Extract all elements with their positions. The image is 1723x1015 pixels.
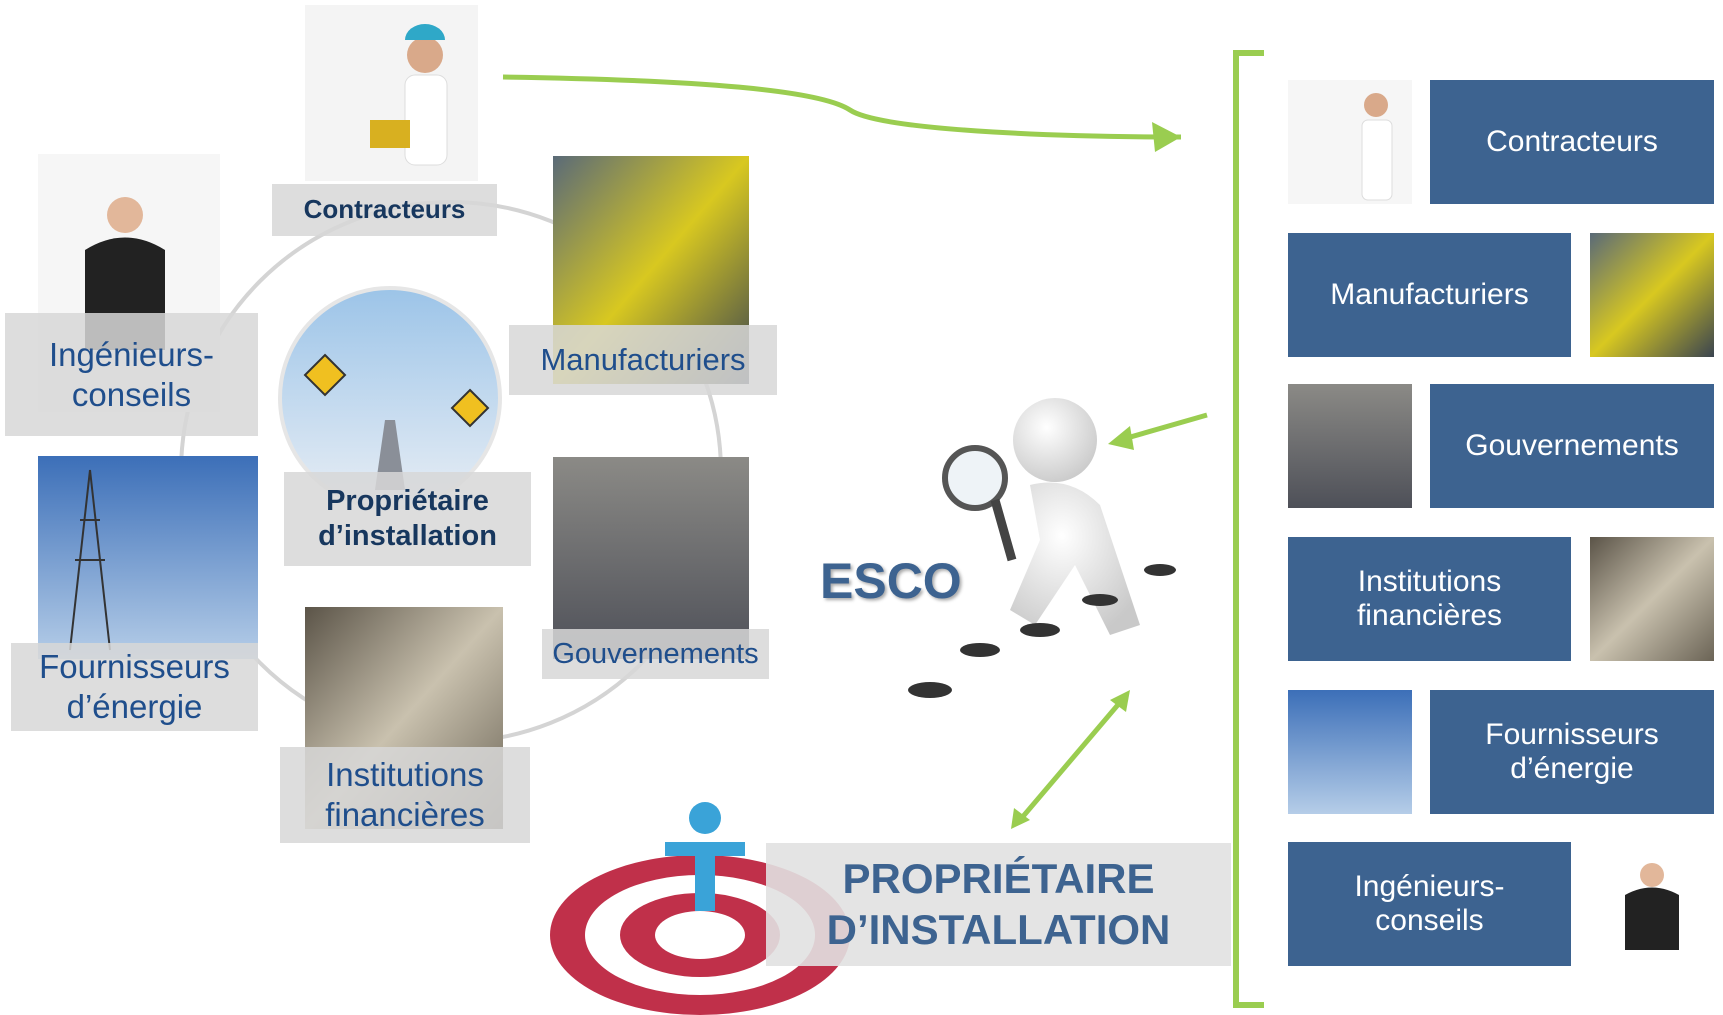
target-ring [655,911,745,959]
list-box: Contracteurs [1430,80,1714,204]
figure-head [1013,398,1097,482]
list-photo [1590,537,1714,661]
contractor-drill [370,120,410,148]
esco-label: ESCO [820,552,962,610]
label-line: Ingénieurs- [1354,870,1504,905]
label-line: d’énergie [67,687,203,727]
person-head [689,802,721,834]
list-box: Manufacturiers [1288,233,1571,357]
label-line: financières [325,795,485,835]
magnifier [945,448,1005,508]
label-line: Fournisseurs [1485,718,1658,753]
engineer-head [107,197,143,233]
contractor-body [405,75,447,165]
label-line: Contracteurs [304,194,466,225]
label-line: Manufacturiers [540,341,745,378]
cycle-label: Ingénieurs-conseils [5,313,258,436]
list-photo [1288,80,1412,204]
list-box: Ingénieurs-conseils [1288,842,1571,966]
figure-body [1010,483,1140,636]
label-line: Institutions [1358,565,1501,600]
list-photo-body [1362,120,1392,200]
double-arrow [1020,700,1122,820]
label-line: Contracteurs [1486,125,1658,160]
label-line: Gouvernements [552,637,758,672]
label-line: D’INSTALLATION [827,905,1171,955]
page: Contracteurs Manufacturiers Gouvernement… [0,0,1723,1015]
arrowhead [1108,426,1134,450]
label-line: Manufacturiers [1330,278,1528,313]
cycle-label: Contracteurs [272,184,497,236]
list-photo-body [1625,888,1679,951]
label-line: Ingénieurs- [49,335,214,375]
label-line: Institutions [326,755,484,795]
list-photo [1288,384,1412,508]
cycle-label: Manufacturiers [509,325,777,395]
bracket [1236,53,1264,1005]
label-line: PROPRIÉTAIRE [843,854,1155,904]
arrow [1120,415,1207,440]
label-line: financières [1357,599,1502,634]
label-line: Fournisseurs [39,647,230,687]
label-line: Gouvernements [1465,429,1678,464]
energy-photo [38,456,258,659]
flow-arrow [503,77,1181,137]
list-photo-head [1364,93,1388,117]
label-line: Propriétaire [326,484,489,519]
label-line: d’installation [318,519,497,554]
list-box: Gouvernements [1430,384,1714,508]
contractor-photo [305,5,478,181]
list-photo-head [1640,863,1664,887]
label-line: d’énergie [1510,752,1633,787]
label-line: conseils [1375,904,1483,939]
label-line: conseils [72,375,191,415]
cycle-label: Gouvernements [542,629,769,679]
list-photo [1288,690,1412,814]
magnifier-handle [995,500,1012,560]
arrowhead [1152,122,1181,152]
contractor-head [407,37,443,73]
list-photo [1590,233,1714,357]
